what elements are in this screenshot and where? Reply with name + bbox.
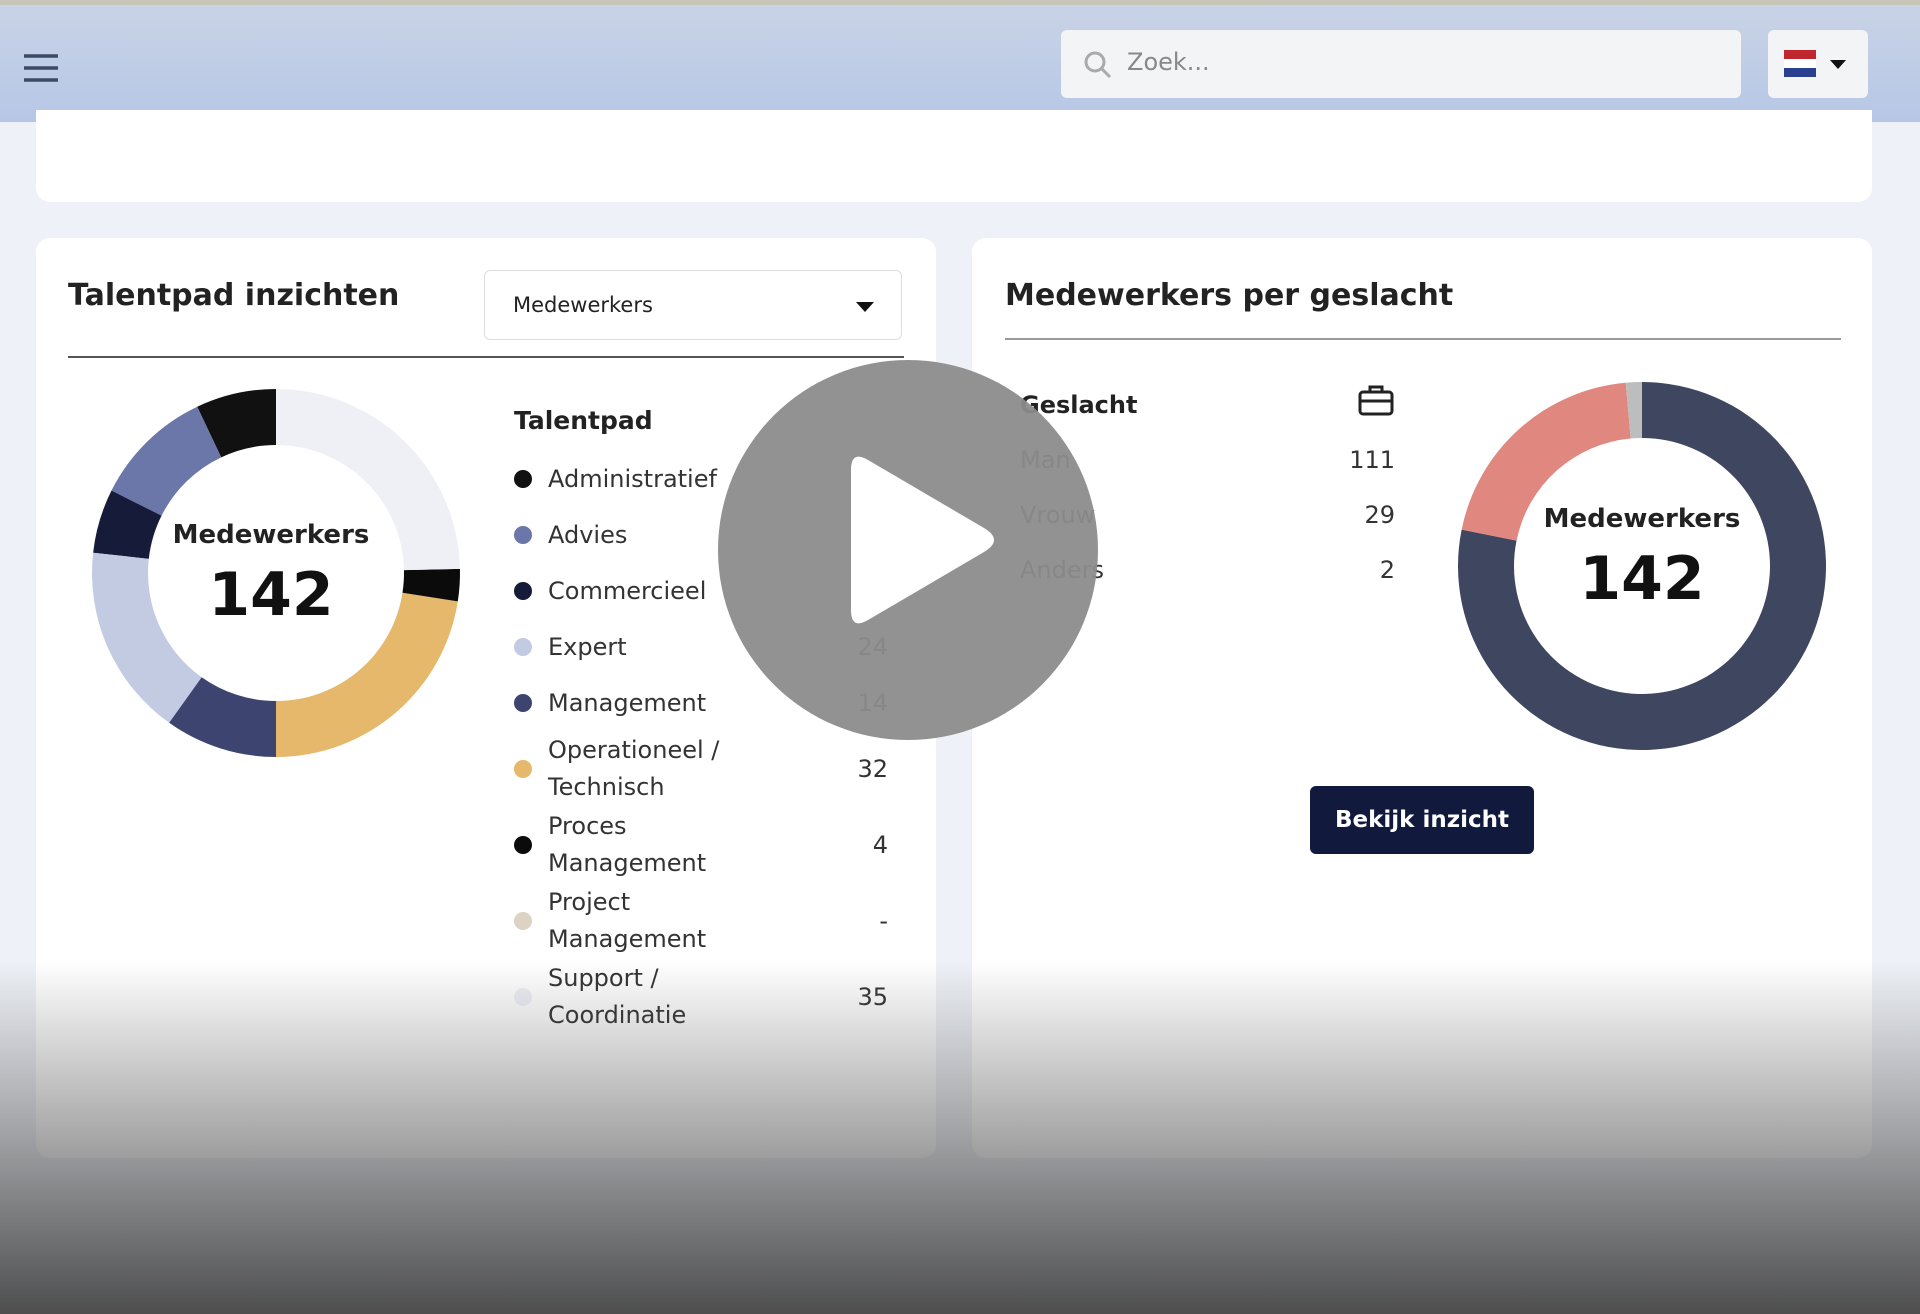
legend-label: Operationeel / Technisch — [548, 736, 720, 801]
legend-value: 32 — [857, 755, 888, 783]
header: Zoek... — [0, 0, 1920, 122]
donut-segment — [93, 490, 162, 559]
donut-chart — [1458, 382, 1826, 750]
donut-segment — [276, 389, 460, 571]
divider — [1005, 338, 1841, 340]
donut-segment — [1461, 382, 1631, 541]
menu-icon[interactable] — [22, 53, 60, 83]
legend-label: Proces Management — [548, 812, 707, 877]
legend-dot — [514, 582, 532, 600]
dropdown[interactable]: Medewerkers — [484, 270, 902, 340]
donut-center-value: 142 — [1579, 544, 1705, 614]
legend-label: Expert — [548, 632, 627, 661]
legend-label: Commercieel — [548, 576, 707, 605]
donut-chart — [92, 389, 460, 757]
dropdown-caret — [856, 302, 874, 312]
legend-dot — [514, 760, 532, 778]
legend-dot — [514, 694, 532, 712]
language-select[interactable] — [1768, 30, 1868, 98]
legend-label: Administratief — [548, 464, 717, 493]
donut-center-label: Medewerkers — [1543, 504, 1741, 534]
legend-label: Project Management — [548, 888, 707, 953]
gender-value: 29 — [1364, 501, 1395, 529]
donut-segment — [1625, 382, 1642, 439]
legend-dot — [514, 638, 532, 656]
play-button[interactable] — [716, 358, 1100, 742]
donut-center-label: Medewerkers — [172, 520, 370, 550]
legend-dot — [514, 912, 532, 930]
legend-row: Proces Management 4 — [514, 808, 888, 882]
donut-segment — [1458, 382, 1826, 750]
legend-row: Operationeel / Technisch 32 — [514, 732, 888, 806]
legend-row: Management14 — [514, 676, 888, 730]
donut-segment — [402, 568, 460, 602]
briefcase-icon — [1358, 385, 1394, 416]
top-card — [36, 110, 1872, 202]
donut-segment — [197, 389, 276, 458]
dropdown-text: Medewerkers — [513, 293, 653, 317]
video-fade — [0, 960, 1920, 1314]
legend-row: Project Management - — [514, 884, 888, 958]
donut-segment — [169, 677, 276, 757]
legend-label: Management — [548, 688, 707, 717]
flag-icon — [1784, 50, 1846, 77]
insight-button[interactable]: Bekijk inzicht — [1310, 786, 1534, 854]
search-box[interactable]: Zoek... — [1061, 30, 1741, 98]
legend-label: Advies — [548, 520, 628, 549]
legend-dot — [514, 470, 532, 488]
legend-dot — [514, 526, 532, 544]
legend-dot — [514, 836, 532, 854]
card-title: Talentpad inzichten — [68, 278, 400, 313]
search-icon — [1084, 51, 1112, 79]
gender-value: 111 — [1349, 446, 1395, 474]
donut-segment — [92, 552, 202, 723]
donut-segment — [276, 592, 458, 757]
divider — [68, 356, 904, 358]
card-title: Medewerkers per geslacht — [1005, 278, 1454, 313]
gender-value: 2 — [1379, 556, 1395, 584]
donut-center-value: 142 — [208, 560, 334, 630]
legend-value: 4 — [872, 831, 888, 859]
search-placeholder: Zoek... — [1127, 48, 1210, 76]
legend-value: - — [879, 907, 888, 935]
donut-segment — [111, 406, 222, 516]
legend-title: Talentpad — [514, 406, 653, 435]
